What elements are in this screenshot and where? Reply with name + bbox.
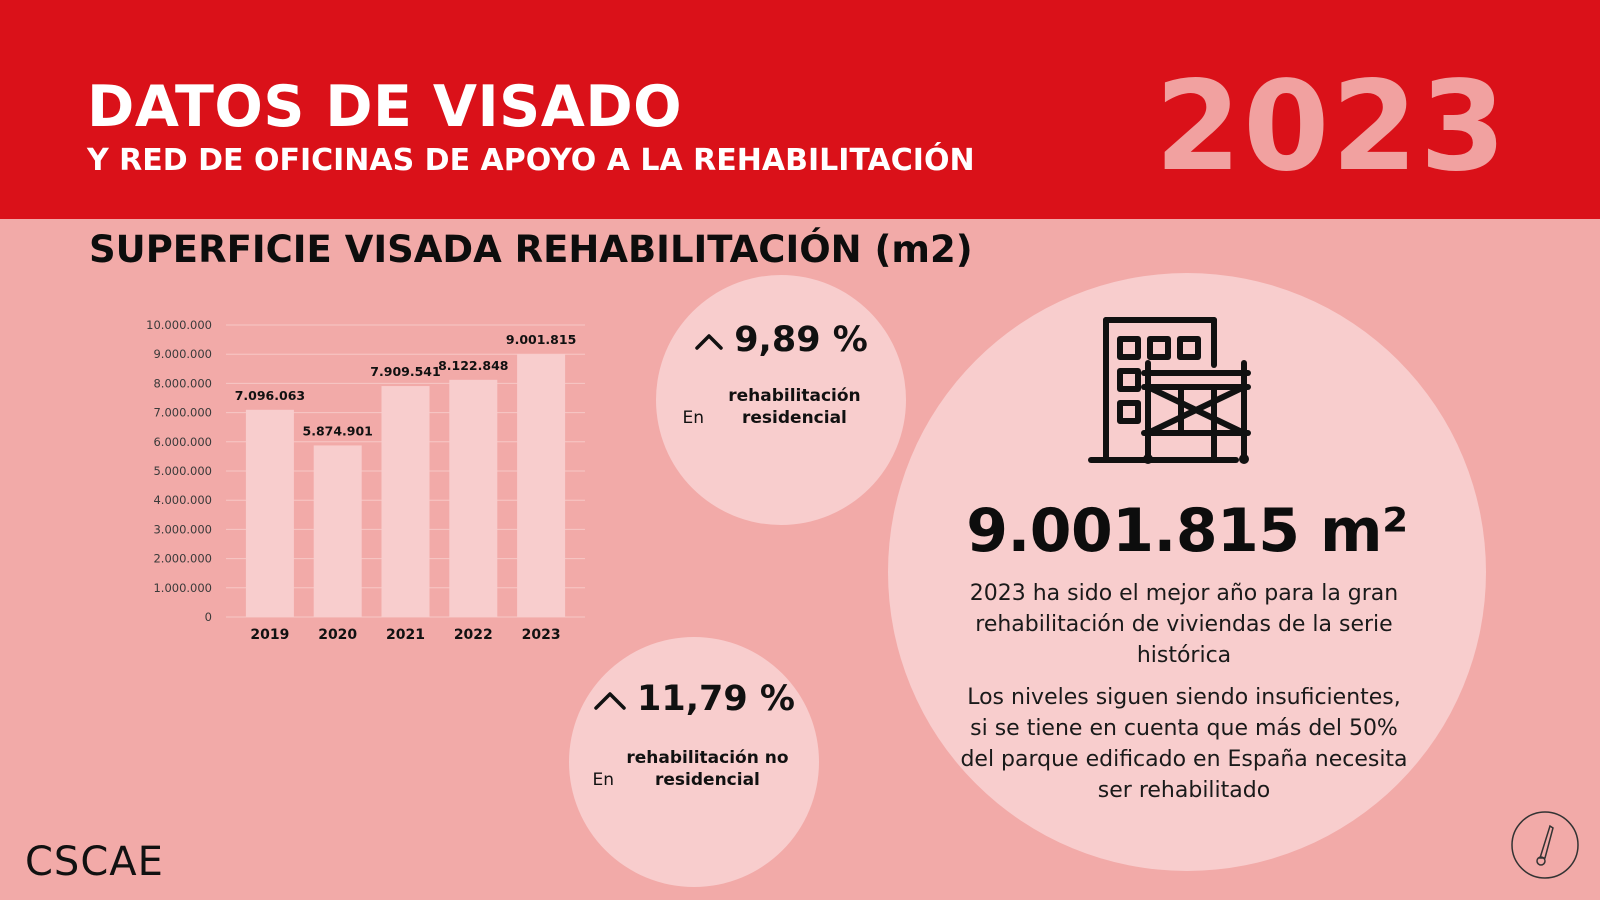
bar [245, 409, 294, 617]
x-tick-label: 2020 [318, 627, 357, 643]
bar-chart: 0 1.000.000 2.000.000 3.000.000 4.000.000 5.0… [146, 318, 585, 643]
y-tick-label: 6.000.000 [153, 435, 212, 449]
y-tick-label: 0 [205, 610, 212, 624]
y-tick-label: 3.000.000 [153, 522, 212, 536]
stat-value-residential-text: 9,89 % [734, 320, 868, 360]
y-tick-label: 4.000.000 [153, 493, 212, 507]
caption-bold: rehabilitación no residencial [626, 748, 789, 790]
caption-prefix: En [592, 770, 620, 790]
x-tick-label: 2022 [454, 627, 493, 643]
highlight-circle: 9.001.815 m² 2023 ha sido el mejor año p… [888, 273, 1486, 871]
stat-caption-residential: En rehabilitación residencial [656, 385, 906, 429]
stat-value-residential: 9,89 % [656, 320, 906, 360]
compass-icon [1511, 811, 1579, 879]
y-tick-label: 9.000.000 [153, 347, 212, 361]
caption-prefix: En [682, 408, 710, 428]
data-label: 8.122.848 [438, 358, 508, 373]
cscae-logo: CSCAE [25, 839, 164, 885]
data-label: 7.096.063 [235, 388, 305, 403]
x-tick-label: 2019 [250, 627, 289, 643]
data-label: 7.909.541 [370, 364, 440, 379]
y-tick-label: 8.000.000 [153, 376, 212, 390]
highlight-value: 9.001.815 m² [966, 496, 1408, 566]
highlight-text-1: 2023 ha sido el mejor año para la gran r… [969, 581, 1399, 668]
bar [381, 386, 430, 617]
y-tick-label: 2.000.000 [153, 552, 212, 566]
chevron-up-icon [594, 692, 626, 710]
page-title: DATOS DE VISADO [87, 74, 683, 140]
y-tick-label: 7.000.000 [153, 406, 212, 420]
building-scaffold-icon [1088, 317, 1251, 464]
bar [313, 445, 362, 617]
x-tick-label: 2023 [522, 627, 561, 643]
bar [517, 354, 566, 617]
header-year: 2023 [1154, 55, 1508, 199]
x-tick-label: 2021 [386, 627, 425, 643]
y-tick-label: 5.000.000 [153, 464, 212, 478]
stat-circle-residential: 9,89 % En rehabilitación residencial [656, 275, 906, 525]
caption-bold: rehabilitación residencial [728, 386, 861, 428]
highlight-text-2: Los niveles siguen siendo insuficientes,… [960, 685, 1408, 803]
chevron-up-icon [695, 334, 723, 350]
stat-value-non-residential-text: 11,79 % [637, 679, 795, 719]
y-tick-label: 1.000.000 [153, 581, 212, 595]
stat-value-non-residential: 11,79 % [569, 679, 819, 719]
y-tick-label: 10.000.000 [146, 318, 212, 332]
stat-caption-non-residential: En rehabilitación no residencial [569, 747, 819, 791]
data-label: 9.001.815 [506, 332, 576, 347]
stat-circle-non-residential: 11,79 % En rehabilitación no residencial [569, 637, 819, 887]
page-subtitle: Y RED DE OFICINAS DE APOYO A LA REHABILI… [87, 143, 975, 178]
data-label: 5.874.901 [303, 423, 373, 438]
bar [449, 379, 498, 617]
section-title: SUPERFICIE VISADA REHABILITACIÓN (m2) [89, 228, 973, 271]
header-banner: DATOS DE VISADO Y RED DE OFICINAS DE APO… [0, 0, 1600, 219]
